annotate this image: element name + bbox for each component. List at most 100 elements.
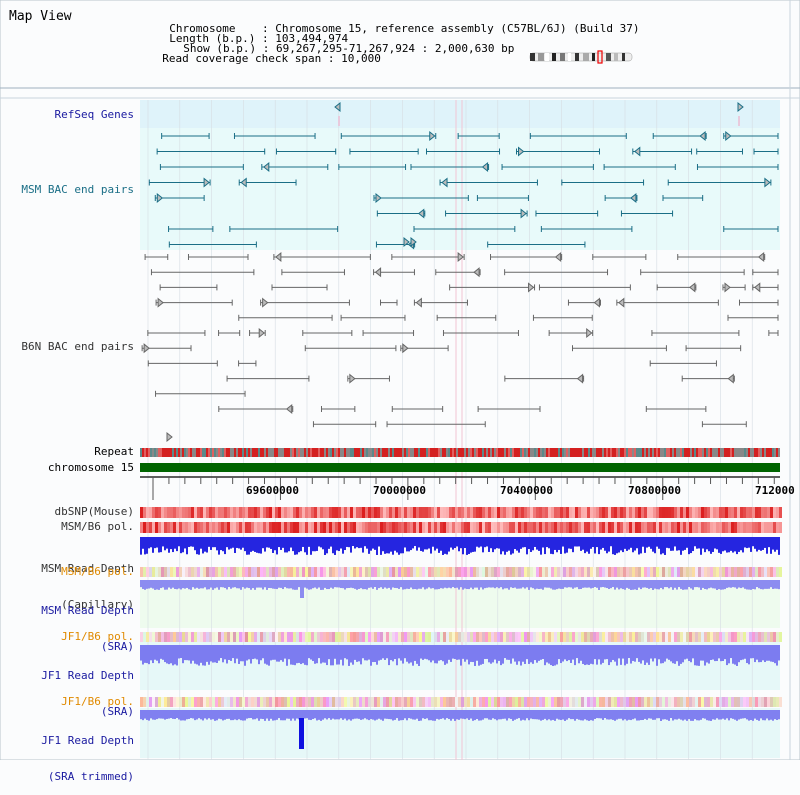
jf1-b6-pol-2-stripe	[161, 697, 164, 707]
msm-capillary-depth-bar	[526, 537, 528, 555]
track-label-jf1-b6-pol[interactable]: JF1/B6 pol.	[61, 630, 134, 643]
repeat-segment	[550, 448, 552, 457]
track-label-dbsnp[interactable]: dbSNP(Mouse)	[54, 505, 134, 518]
msm-sra-depth-bar	[488, 580, 490, 588]
jf1-sra-depth-bar	[302, 645, 304, 664]
jf1-trimmed-depth-bar	[384, 710, 386, 719]
msm-sra-depth-bar	[614, 580, 616, 590]
jf1-trimmed-depth-bar	[652, 710, 654, 720]
jf1-b6-pol-stripe	[767, 632, 770, 642]
msm-sra-depth-bar	[608, 580, 610, 590]
jf1-sra-depth-bar	[230, 645, 232, 661]
track-label-msm-depth-capillary[interactable]: MSM Read Depth (Capillary)	[10, 539, 134, 623]
msm-capillary-depth-bar	[530, 537, 532, 552]
msm-capillary-depth-bar	[436, 537, 438, 549]
jf1-b6-pol-2-stripe	[239, 697, 242, 707]
msm-sra-depth-bar	[454, 580, 456, 589]
msm-b6-pol-stripe	[452, 522, 455, 533]
jf1-trimmed-depth-bar	[142, 710, 144, 721]
msm-b6-pol-2-stripe	[287, 567, 290, 577]
track-label-jf1-b6-pol-2[interactable]: JF1/B6 pol.	[61, 695, 134, 708]
msm-b6-pol-2-stripe	[302, 567, 305, 577]
track-label-msm-bac[interactable]: MSM BAC end pairs	[21, 183, 134, 196]
msm-b6-pol-stripe	[629, 522, 632, 533]
msm-capillary-depth-bar	[644, 537, 646, 553]
jf1-trimmed-depth-bar	[650, 710, 652, 719]
msm-capillary-depth-bar	[146, 537, 148, 554]
jf1-b6-pol-stripe	[278, 632, 281, 642]
msm-b6-pol-2-stripe	[446, 567, 449, 577]
msm-capillary-depth-bar	[298, 537, 300, 553]
repeat-segment	[766, 448, 768, 457]
jf1-sra-depth-bar	[480, 645, 482, 665]
dbsnp-stripe	[680, 507, 683, 518]
jf1-b6-pol-stripe	[620, 632, 623, 642]
jf1-b6-pol-2-stripe	[575, 697, 578, 707]
msm-capillary-depth-bar	[612, 537, 614, 555]
msm-sra-depth-bar	[350, 580, 352, 588]
dbsnp-stripe	[539, 507, 542, 518]
track-label-jf1-depth-trimmed[interactable]: JF1 Read Depth (SRA trimmed)	[10, 711, 134, 795]
msm-b6-pol-stripe	[470, 522, 473, 533]
msm-sra-depth-bar	[330, 580, 332, 588]
jf1-sra-depth-bar	[742, 645, 744, 660]
jf1-sra-depth-bar	[612, 645, 614, 660]
msm-b6-pol-2-stripe	[584, 567, 587, 577]
msm-sra-depth-bar	[158, 580, 160, 590]
jf1-sra-depth-bar	[162, 645, 164, 660]
msm-sra-depth-bar	[180, 580, 182, 590]
jf1-b6-pol-2-stripe	[494, 697, 497, 707]
jf1-sra-depth-bar	[758, 645, 760, 663]
msm-b6-pol-2-stripe	[566, 567, 569, 577]
msm-b6-pol-2-stripe	[722, 567, 725, 577]
jf1-sra-depth-bar	[240, 645, 242, 662]
repeat-segment	[682, 448, 684, 457]
msm-sra-depth-bar	[644, 580, 646, 588]
jf1-b6-pol-stripe	[524, 632, 527, 642]
repeat-segment	[536, 448, 538, 457]
jf1-trimmed-depth-bar	[634, 710, 636, 719]
msm-b6-pol-stripe	[335, 522, 338, 533]
dbsnp-stripe	[320, 507, 323, 518]
track-label-jf1-depth-sra[interactable]: JF1 Read Depth (SRA)	[10, 646, 134, 730]
jf1-trimmed-depth-bar	[778, 710, 780, 720]
jf1-b6-pol-2-stripe	[659, 697, 662, 707]
jf1-b6-pol-2-stripe	[758, 697, 761, 707]
msm-sra-depth-bar	[734, 580, 736, 588]
track-label-refseq[interactable]: RefSeq Genes	[54, 108, 134, 121]
repeat-segment	[266, 448, 268, 457]
jf1-sra-depth-bar	[412, 645, 414, 666]
jf1-b6-pol-stripe	[533, 632, 536, 642]
jf1-trimmed-depth-bar	[612, 710, 614, 720]
track-label-b6n-bac[interactable]: B6N BAC end pairs	[21, 340, 134, 353]
track-label-msm-b6-pol-2[interactable]: MSM/B6 pol.	[61, 565, 134, 578]
msm-capillary-depth-bar	[638, 537, 640, 555]
track-label-msm-b6-pol[interactable]: MSM/B6 pol.	[61, 520, 134, 533]
dbsnp-stripe	[143, 507, 146, 518]
jf1-b6-pol-stripe	[455, 632, 458, 642]
track-label-msm-depth-sra[interactable]: MSM Read Depth (SRA)	[10, 581, 134, 665]
repeat-segment	[422, 448, 424, 457]
repeat-segment	[246, 448, 248, 457]
jf1-sra-depth-bar	[530, 645, 532, 663]
msm-sra-depth-bar	[170, 580, 172, 589]
msm-b6-pol-stripe	[407, 522, 410, 533]
repeat-segment	[704, 448, 706, 457]
jf1-sra-depth-bar	[522, 645, 524, 662]
refseq-gene-marker	[737, 101, 744, 113]
jf1-b6-pol-stripe	[326, 632, 329, 642]
msm-b6-pol-2-stripe	[632, 567, 635, 577]
repeat-segment	[386, 448, 388, 457]
jf1-b6-pol-stripe	[470, 632, 473, 642]
page-title: Map View	[9, 9, 72, 24]
msm-sra-depth-bar	[698, 580, 700, 588]
jf1-b6-pol-2-stripe	[311, 697, 314, 707]
repeat-segment	[502, 448, 504, 457]
msm-capillary-depth-bar	[400, 537, 402, 554]
dbsnp-stripe	[434, 507, 437, 518]
repeat-segment	[610, 448, 612, 457]
repeat-segment	[746, 448, 748, 457]
jf1-trimmed-depth-bar	[328, 710, 330, 719]
msm-sra-depth-bar	[268, 580, 270, 588]
msm-b6-pol-2-stripe	[572, 567, 575, 577]
